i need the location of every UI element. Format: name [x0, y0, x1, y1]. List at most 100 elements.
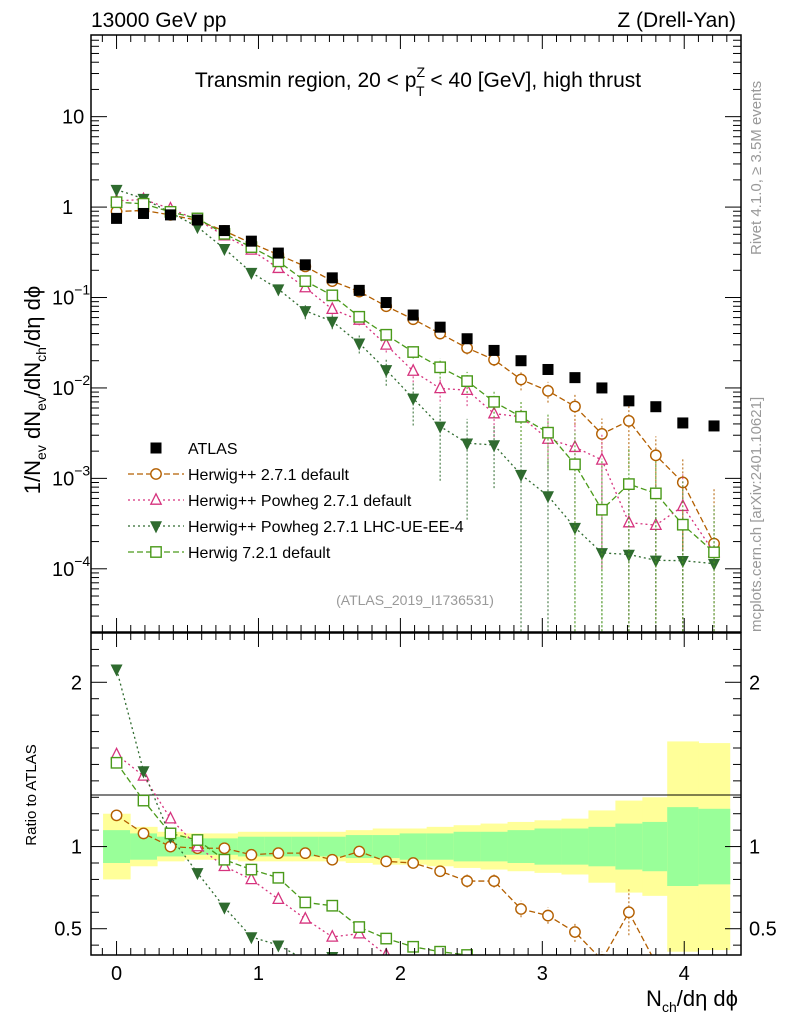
plot-title: Transmin region, 20 < pZ T < 40 [GeV], hi… — [195, 64, 641, 99]
y-tick-label: 10−4 — [52, 553, 90, 581]
main-point — [461, 438, 474, 451]
atlas-data-point — [677, 417, 689, 429]
band-inner — [237, 836, 266, 857]
band-inner — [615, 823, 643, 870]
ratio-point — [489, 972, 499, 982]
ratio-point — [299, 911, 312, 924]
main-point — [569, 400, 581, 413]
legend-label: Herwig++ Powheg 2.7.1 default — [188, 493, 412, 510]
main-point — [569, 458, 581, 471]
main-frame — [90, 34, 742, 633]
main-point — [568, 522, 581, 535]
atlas-data-point — [299, 259, 311, 271]
main-point — [434, 361, 447, 374]
ratio-point — [434, 945, 447, 955]
ratio-point — [624, 997, 634, 1007]
ratio-point — [353, 845, 366, 858]
ratio-point — [110, 809, 123, 822]
main-point — [326, 316, 339, 329]
ratio-point — [622, 906, 635, 919]
ratio-point — [462, 960, 472, 970]
main-point — [407, 346, 420, 358]
ratio-point — [380, 855, 393, 868]
ratio-point — [299, 896, 312, 909]
ratio-point — [570, 977, 580, 987]
main-point — [596, 503, 608, 516]
legend-label: Herwig 7.2.1 default — [188, 545, 331, 562]
y-tick-label: 10−2 — [52, 372, 90, 400]
atlas-data-point — [461, 333, 473, 345]
legend-marker — [149, 521, 163, 534]
ratio-tick-label-left: 1 — [71, 837, 82, 859]
main-series-line-2 — [116, 189, 715, 565]
main-point — [299, 306, 312, 319]
main-point — [326, 289, 339, 302]
ratio-point — [543, 1000, 553, 1010]
main-point — [110, 196, 123, 209]
main-point — [542, 426, 554, 439]
y-tick-label: 10−1 — [52, 282, 90, 310]
header-right: Z (Drell-Yan) — [617, 9, 736, 32]
atlas-data-point — [623, 395, 635, 407]
ratio-tick-label-left: 2 — [71, 672, 82, 694]
ratio-point — [326, 951, 339, 955]
main-point — [433, 380, 447, 394]
band-inner — [372, 835, 401, 859]
main-point — [299, 275, 312, 288]
main-point — [541, 491, 554, 504]
x-tick-label: 2 — [395, 963, 406, 985]
ratio-point — [164, 827, 177, 840]
ratio-point — [407, 857, 420, 869]
ratio-point — [515, 903, 527, 915]
ratio-point — [218, 842, 231, 855]
legend: ATLAS Herwig++ 2.7.1 default Herwig++ Powh… — [128, 441, 464, 562]
ratio-tick-label-right: 1 — [749, 837, 760, 859]
band-inner — [426, 833, 455, 860]
main-point — [326, 301, 339, 315]
ratio-point — [191, 834, 204, 846]
ratio-point — [434, 865, 447, 878]
main-point — [515, 410, 527, 423]
main-point — [488, 353, 500, 366]
ratio-point — [300, 956, 310, 966]
band-inner — [103, 830, 131, 863]
atlas-data-point — [164, 209, 176, 221]
ratio-point — [380, 932, 393, 945]
ratio-point — [137, 794, 150, 807]
legend-marker — [150, 546, 162, 558]
atlas-data-point — [708, 420, 720, 432]
band-inner — [698, 808, 731, 885]
ratio-point — [407, 940, 420, 953]
ratio-tick-label-right: 0.5 — [749, 919, 777, 941]
ratio-series-line-2 — [115, 668, 298, 955]
y-ticks-ratio: 0.5 0.5 1 1 2 2 — [54, 648, 777, 946]
y-tick-label: 1 — [62, 197, 73, 219]
ratio-tick-label-left: 0.5 — [54, 919, 82, 941]
ratio-point — [569, 926, 581, 938]
ratio-point — [381, 977, 391, 987]
band-inner — [318, 836, 347, 857]
ratio-point — [542, 909, 554, 922]
main-point — [110, 184, 123, 197]
atlas-data-point — [596, 382, 608, 394]
legend-label-atlas: ATLAS — [188, 441, 238, 458]
ratio-point — [461, 875, 473, 887]
main-point — [515, 469, 528, 482]
ratio-point — [597, 1004, 607, 1014]
band-inner — [264, 836, 293, 857]
ratio-point — [624, 986, 634, 996]
ratio-point — [326, 899, 339, 912]
main-point — [708, 558, 721, 571]
main-point — [649, 449, 662, 462]
ratio-point — [516, 966, 526, 976]
main-point — [461, 342, 473, 354]
main-point — [596, 428, 608, 440]
main-point — [379, 337, 393, 350]
ratio-point — [110, 664, 123, 677]
main-point — [137, 197, 150, 210]
ratio-point — [462, 995, 472, 1005]
atlas-data-point — [353, 284, 365, 296]
ratio-point — [245, 848, 258, 861]
main-point — [488, 440, 501, 453]
ratio-point — [488, 875, 500, 887]
